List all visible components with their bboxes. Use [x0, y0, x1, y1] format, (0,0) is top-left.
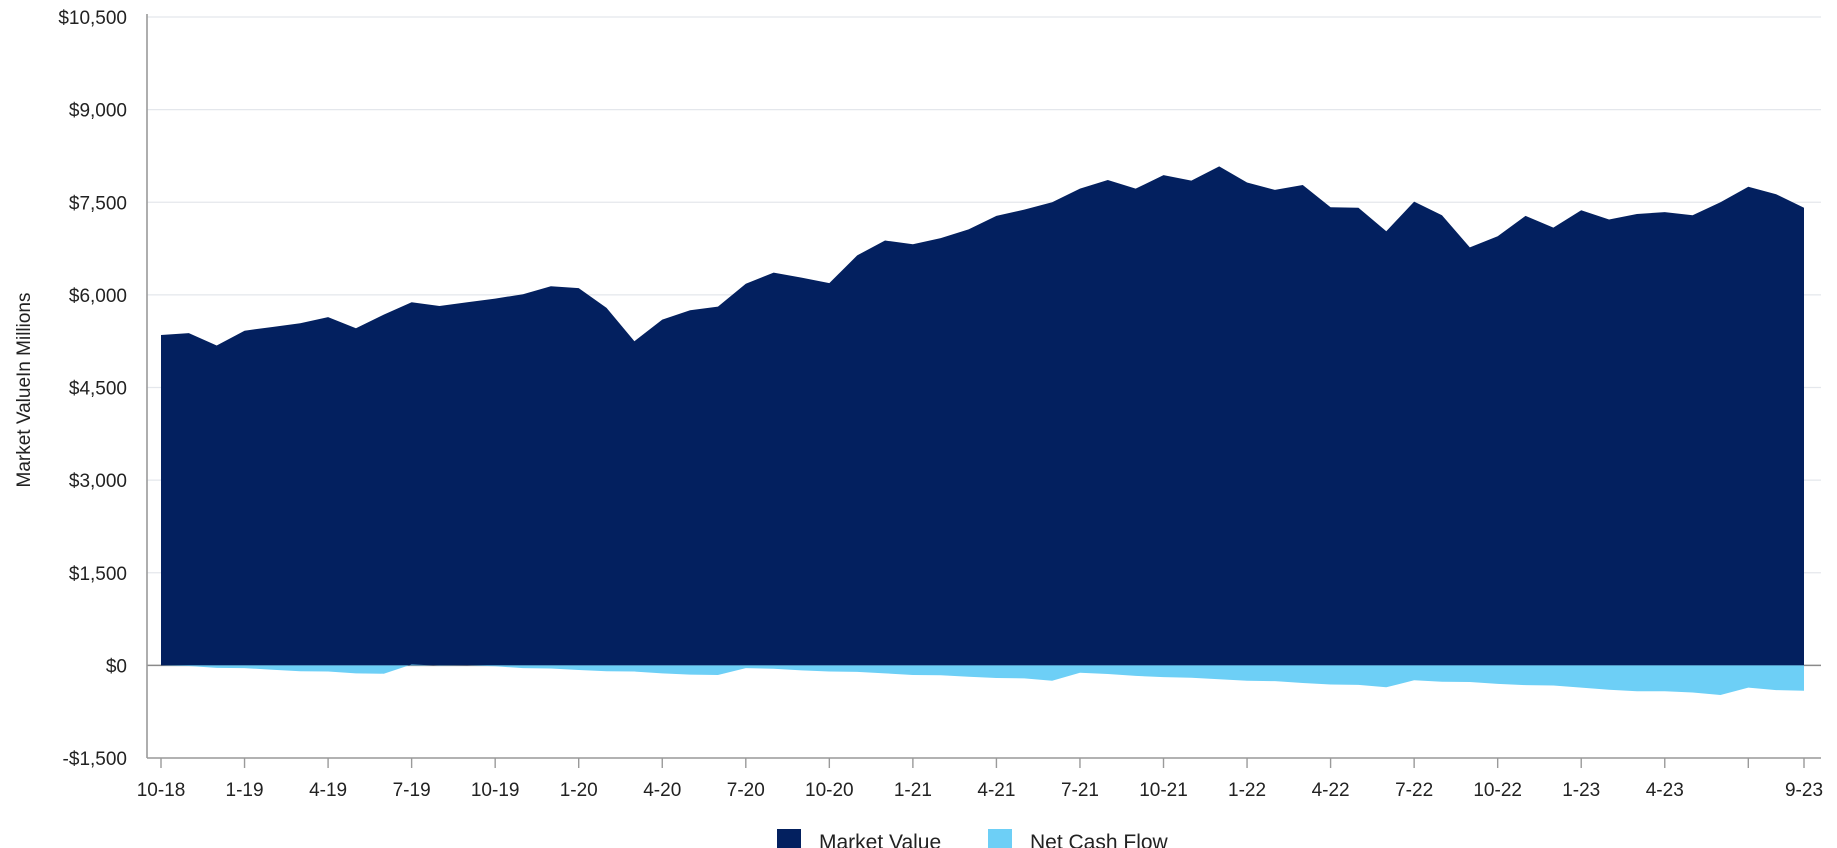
legend-label: Market Value: [819, 831, 941, 848]
x-tick-label: 7-22: [1395, 780, 1433, 801]
x-tick-label: 10-22: [1473, 780, 1522, 801]
x-tick-label: 7-21: [1061, 780, 1099, 801]
y-tick-label: $4,500: [69, 379, 127, 400]
x-tick-label: 4-23: [1646, 780, 1684, 801]
y-tick-label: $1,500: [69, 564, 127, 585]
y-axis-label: Market ValueIn Millions: [14, 292, 35, 487]
x-tick-label: 10-20: [805, 780, 854, 801]
x-tick-label: 7-19: [393, 780, 431, 801]
x-tick-label: 4-19: [309, 780, 347, 801]
x-tick-label: 4-21: [977, 780, 1015, 801]
x-tick-label: 1-22: [1228, 780, 1266, 801]
x-tick-label: 7-20: [727, 780, 765, 801]
legend-label: Net Cash Flow: [1030, 831, 1169, 848]
y-tick-labels: -$1,500 $0 $1,500 $3,000 $4,500 $6,000 $7,500 $…: [58, 8, 127, 770]
axes: [146, 14, 1821, 768]
legend: Market Value Net Cash Flow: [777, 829, 1169, 848]
x-tick-label: 9-23: [1785, 780, 1823, 801]
x-tick-label: 1-21: [894, 780, 932, 801]
legend-swatch: [777, 829, 801, 848]
y-tick-label: $10,500: [58, 8, 127, 29]
x-tick-labels: 10-18 1-19 4-19 7-19 10-19 1-20 4-20 7-20 10-20 1…: [137, 780, 1823, 801]
x-tick-label: 1-19: [226, 780, 264, 801]
x-tick-label: 4-22: [1312, 780, 1350, 801]
x-tick-label: 10-19: [471, 780, 520, 801]
y-tick-label: -$1,500: [63, 749, 127, 770]
y-tick-label: $9,000: [69, 101, 127, 122]
legend-item: Net Cash Flow: [988, 829, 1169, 848]
x-tick-label: 4-20: [643, 780, 681, 801]
y-tick-label: $0: [106, 656, 127, 677]
x-tick-label: 10-18: [137, 780, 186, 801]
x-tick-label: 1-20: [560, 780, 598, 801]
y-tick-label: $7,500: [69, 193, 127, 214]
series-area-net-cash-flow: [161, 664, 1804, 696]
legend-swatch: [988, 829, 1012, 848]
series-area-market-value: [161, 166, 1804, 666]
plot-area: [161, 166, 1804, 696]
legend-item: Market Value: [777, 829, 941, 848]
x-tick-label: 10-21: [1139, 780, 1188, 801]
y-tick-label: $6,000: [69, 286, 127, 307]
x-tick-label: 1-23: [1562, 780, 1600, 801]
y-tick-label: $3,000: [69, 471, 127, 492]
